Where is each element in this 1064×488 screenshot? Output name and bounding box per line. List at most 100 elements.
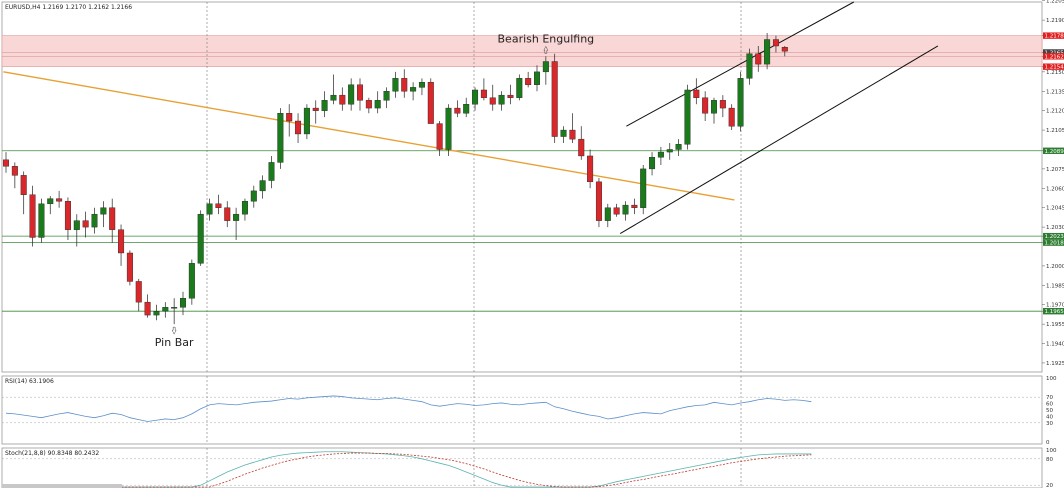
candle-body <box>295 120 302 135</box>
candle-body <box>737 78 744 127</box>
price-tick-label: 1.2060 <box>1046 186 1064 192</box>
price-tag <box>1043 49 1064 56</box>
price-tick-label: 1.2120 <box>1046 109 1064 115</box>
candle-body <box>144 301 151 316</box>
candle-body <box>268 162 275 181</box>
candle-body <box>56 198 63 202</box>
candle-body <box>427 82 434 124</box>
price-panel: EURUSD,H4 1.2169 1.2170 1.2162 1.2166 Be… <box>1 1 1043 373</box>
candle-body <box>339 94 346 105</box>
price-tag-label: 1.2162 <box>1045 54 1064 60</box>
price-tag-label: 1.2018 <box>1045 241 1064 247</box>
price-tick-label: 1.2105 <box>1046 128 1064 134</box>
candle-body <box>365 100 372 109</box>
candle-body <box>418 82 425 88</box>
candle-body <box>162 307 169 312</box>
candle-body <box>472 89 479 105</box>
candle-body <box>613 207 620 215</box>
candle-body <box>321 100 328 111</box>
candle-body <box>215 203 222 208</box>
candle-body <box>631 204 638 208</box>
rsi-levels <box>2 396 1042 424</box>
candle-body <box>498 94 505 105</box>
candle-body <box>702 97 709 114</box>
candle-body <box>463 104 470 114</box>
symbol-header: EURUSD,H4 1.2169 1.2170 1.2162 1.2166 <box>5 4 132 11</box>
candle-body <box>330 94 337 101</box>
price-tag <box>1043 239 1064 246</box>
candle-body <box>241 201 248 215</box>
candle-body <box>126 252 133 282</box>
candle-body <box>188 263 195 299</box>
price-tag <box>1043 307 1064 315</box>
candle-body <box>392 78 399 92</box>
stoch-label: Stoch(21,8,8) 90.8348 80.2432 <box>5 450 99 457</box>
candle-body <box>454 107 461 114</box>
candle-body <box>755 53 762 65</box>
candle-body <box>38 203 45 238</box>
price-tag <box>1043 147 1064 154</box>
candle-body <box>47 198 54 205</box>
candle-body <box>534 71 541 85</box>
channel-upper <box>626 1 855 127</box>
candle-body <box>649 157 656 170</box>
price-tag-label: 1.2154 <box>1045 65 1064 71</box>
candle-body <box>11 166 18 176</box>
annotation-arrow <box>543 45 549 54</box>
annotation-label: Pin Bar <box>155 336 194 349</box>
price-tag <box>1043 53 1064 60</box>
rsi-tick-label: 100 <box>1046 376 1057 382</box>
candle-body <box>684 89 691 145</box>
price-tick-label: 1.2205 <box>1046 0 1064 5</box>
candle-body <box>118 229 125 254</box>
candle-body <box>259 180 266 192</box>
candle-body <box>357 84 364 101</box>
candle-body <box>91 213 98 228</box>
price-tick-label: 1.1925 <box>1046 361 1064 367</box>
candle-body <box>675 144 682 150</box>
zone-mid-lines <box>2 52 1042 57</box>
stoch-tick-label: 80 <box>1046 457 1053 463</box>
price-tick-label: 1.2135 <box>1046 89 1064 95</box>
candle-body <box>693 89 700 98</box>
candle-body <box>3 159 9 167</box>
candle-body <box>20 175 27 195</box>
candle-body <box>587 155 594 183</box>
candle-body <box>525 78 532 85</box>
candle-body <box>640 168 647 208</box>
price-tick-label: 1.1940 <box>1046 342 1064 348</box>
candle-body <box>410 87 417 92</box>
candle-body <box>171 307 178 309</box>
candle-body <box>507 94 514 98</box>
candle-body <box>383 91 390 101</box>
price-tick-label: 1.2075 <box>1046 167 1064 173</box>
candle-body <box>719 100 726 109</box>
candle-body <box>542 61 549 73</box>
horizontal-scrollbar[interactable] <box>2 484 122 488</box>
candle-body <box>250 190 257 202</box>
candles <box>3 33 788 325</box>
candle-body <box>666 149 673 153</box>
candle-body <box>374 100 381 109</box>
candle-body <box>516 78 523 98</box>
candle-body <box>206 203 213 215</box>
candle-body <box>728 107 735 127</box>
candle-body <box>569 129 576 140</box>
channel-lower <box>619 45 939 235</box>
price-tick-label: 1.2045 <box>1046 206 1064 212</box>
candle-body <box>595 181 602 221</box>
candle-body <box>764 39 771 65</box>
price-tag-label: 1.1965 <box>1045 309 1064 315</box>
candle-body <box>436 123 443 150</box>
annotation-arrow <box>171 326 177 335</box>
candle-body <box>82 220 89 228</box>
candle-body <box>179 298 186 308</box>
price-tag <box>1043 232 1064 240</box>
candle-body <box>233 213 240 221</box>
rsi-tick-label: 40 <box>1046 414 1053 420</box>
candle-body <box>622 204 629 215</box>
rsi-separators <box>206 376 742 444</box>
candle-body <box>109 207 116 230</box>
rsi-label: RSI(14) 63.1906 <box>5 378 54 385</box>
